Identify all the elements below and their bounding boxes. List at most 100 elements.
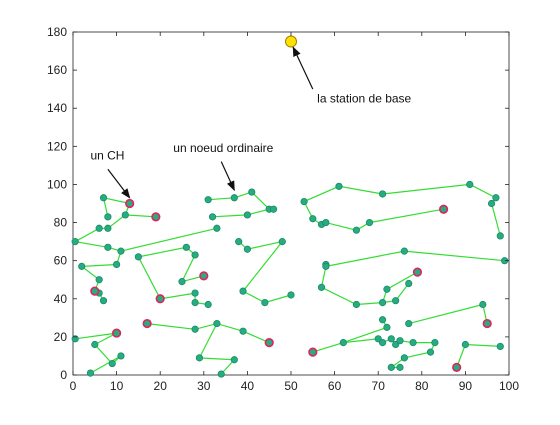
- sensor-node-point: [208, 213, 217, 221]
- sensor-node-point: [492, 194, 500, 202]
- sensor-node-point: [117, 352, 125, 360]
- y-tick-label: 120: [47, 139, 67, 153]
- sensor-node-point: [243, 245, 251, 253]
- y-tick-label: 80: [54, 216, 68, 230]
- sensor-node-point: [466, 180, 474, 189]
- x-tick-label: 0: [70, 379, 77, 393]
- sensor-node-point: [213, 224, 221, 232]
- plot-area: [72, 31, 510, 376]
- annotations-layer: un CH un noeud ordinaire la station de bas…: [90, 46, 412, 199]
- sensor-node-point: [195, 354, 204, 362]
- sensor-node-point: [235, 238, 243, 246]
- x-tick-label: 60: [328, 379, 342, 393]
- sensor-node-point: [121, 211, 129, 219]
- sensor-node-point: [409, 339, 417, 347]
- sensor-node-point: [191, 298, 199, 307]
- sensor-node-point: [496, 342, 504, 351]
- sensor-node-point: [387, 363, 395, 371]
- sensor-node-point: [365, 218, 374, 227]
- sensor-node-point: [230, 356, 238, 364]
- sensor-node-point: [300, 197, 308, 206]
- sensor-node-point: [287, 291, 295, 299]
- cluster-head-point: [142, 318, 152, 329]
- sensor-node-point: [339, 339, 347, 347]
- sensor-node-point: [392, 297, 400, 305]
- sensor-node-point: [230, 194, 238, 202]
- sensor-node-point: [261, 298, 269, 307]
- cluster-head-point: [125, 198, 135, 209]
- cluster-head-point: [308, 347, 318, 357]
- sensor-node-point: [239, 327, 247, 335]
- sensor-node-point: [496, 232, 504, 240]
- y-tick-label: 160: [47, 63, 67, 77]
- x-tick-label: 70: [372, 379, 386, 393]
- cluster-head-point: [155, 294, 165, 304]
- sensor-node-point: [217, 370, 225, 378]
- sensor-node-point: [113, 260, 121, 269]
- sensor-node-point: [479, 300, 487, 309]
- y-tick-label: 100: [47, 177, 67, 191]
- sensor-node-point: [239, 287, 247, 295]
- base-station-layer: [285, 35, 297, 48]
- x-tick-label: 100: [499, 379, 519, 393]
- annotation-arrow: [220, 161, 235, 192]
- sensor-node-point: [213, 319, 221, 328]
- sensor-node-point: [204, 196, 212, 204]
- link-line: [75, 332, 122, 374]
- sensor-node-point: [378, 316, 387, 324]
- x-tick-label: 10: [110, 379, 124, 393]
- annotation-text: un CH: [90, 149, 124, 163]
- sensor-node-point: [104, 243, 112, 251]
- sensor-node-point: [95, 224, 103, 232]
- sensor-node-point: [378, 339, 387, 347]
- sensor-node-point: [95, 276, 103, 284]
- sensor-node-point: [191, 289, 199, 297]
- sensor-node-point: [71, 238, 79, 246]
- cluster-heads-layer: [90, 198, 492, 372]
- x-tick-label: 90: [459, 379, 473, 393]
- cluster-head-point: [482, 318, 492, 329]
- sensor-node-point: [383, 285, 391, 293]
- x-axis: 0 10 20 30 40 50 60 70 80 90 100: [70, 32, 519, 393]
- sensor-node-point: [405, 319, 413, 328]
- sensor-node-point: [78, 262, 86, 270]
- sensor-node-point: [248, 188, 256, 196]
- sensor-node-point: [396, 337, 404, 345]
- sensor-node-point: [204, 300, 212, 309]
- sensor-node-point: [396, 363, 404, 371]
- link-line: [312, 319, 388, 353]
- link-line: [198, 323, 236, 375]
- sensor-node-point: [461, 340, 469, 349]
- sensor-node-point: [426, 348, 435, 356]
- annotation-arrow: [107, 168, 131, 199]
- y-tick-label: 180: [47, 25, 67, 39]
- sensor-node-point: [317, 283, 326, 291]
- y-tick-label: 40: [54, 292, 68, 306]
- cluster-head-point: [90, 286, 100, 296]
- annotation-text: la station de base: [317, 92, 411, 106]
- y-tick-label: 60: [54, 254, 68, 268]
- sensor-node-point: [400, 247, 408, 255]
- sensor-node-point: [134, 253, 142, 261]
- sensor-node-point: [86, 369, 95, 377]
- sensor-node-point: [191, 325, 199, 333]
- nodes-layer: [71, 180, 509, 378]
- y-tick-label: 140: [47, 101, 67, 115]
- sensor-node-point: [383, 323, 391, 331]
- sensor-node-point: [178, 278, 186, 286]
- sensor-node-point: [191, 251, 199, 259]
- cluster-head-point: [111, 328, 122, 338]
- sensor-node-point: [387, 335, 395, 343]
- sensor-node-point: [104, 224, 112, 232]
- sensor-node-point: [378, 298, 387, 307]
- sensor-node-point: [243, 211, 251, 219]
- x-tick-label: 50: [284, 379, 298, 393]
- sensor-node-point: [378, 190, 387, 198]
- x-tick-label: 40: [241, 379, 255, 393]
- sensor-node-point: [405, 279, 413, 288]
- sensor-node-point: [108, 359, 116, 368]
- sensor-node-point: [278, 238, 286, 246]
- sensor-node-point: [99, 194, 108, 202]
